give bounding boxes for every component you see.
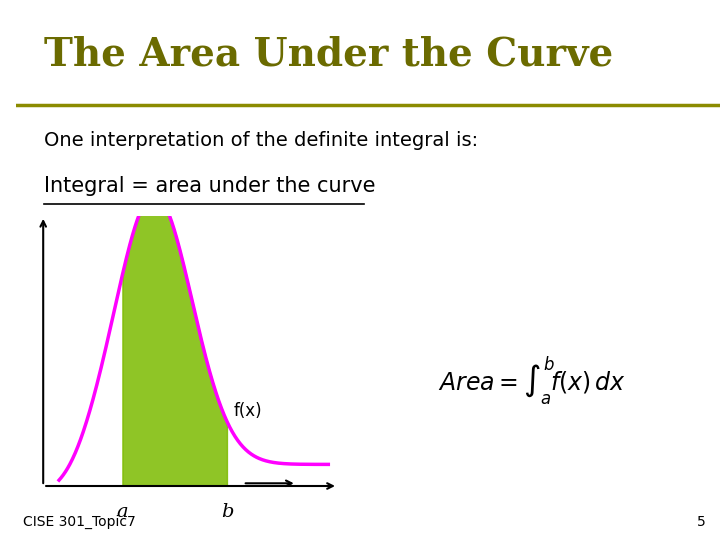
Text: One interpretation of the definite integral is:: One interpretation of the definite integ… bbox=[44, 131, 478, 150]
Text: The Area Under the Curve: The Area Under the Curve bbox=[44, 35, 613, 73]
Text: a: a bbox=[117, 503, 128, 521]
Text: Integral = area under the curve: Integral = area under the curve bbox=[44, 176, 376, 197]
Text: b: b bbox=[221, 503, 233, 521]
Text: f(x): f(x) bbox=[233, 402, 262, 420]
Text: CISE 301_Topic7: CISE 301_Topic7 bbox=[23, 515, 135, 529]
Text: $\mathit{Area} = \int_a^b \! f(x)\,dx$: $\mathit{Area} = \int_a^b \! f(x)\,dx$ bbox=[438, 354, 626, 407]
Text: 5: 5 bbox=[697, 515, 706, 529]
